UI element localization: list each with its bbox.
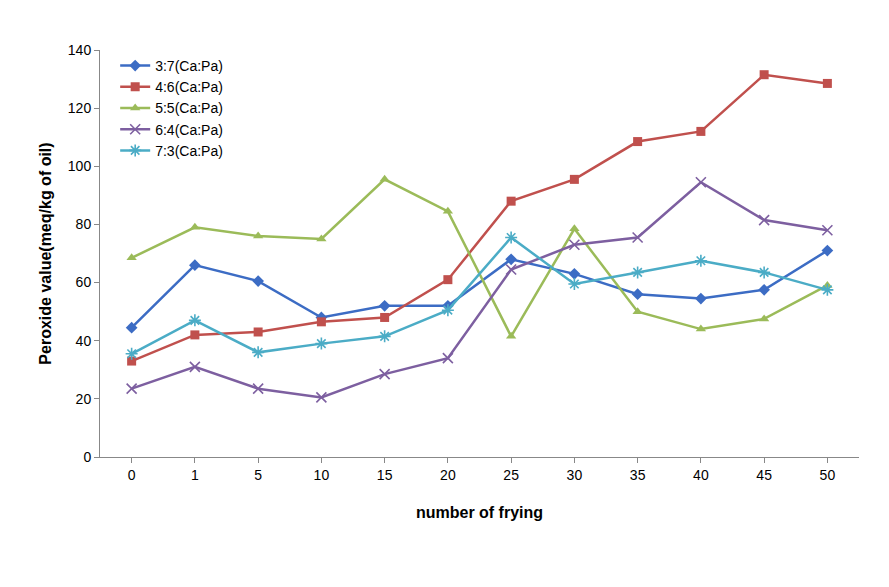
svg-text:20: 20 bbox=[76, 391, 92, 407]
svg-text:40: 40 bbox=[693, 467, 709, 483]
svg-text:5: 5 bbox=[254, 467, 262, 483]
svg-text:5:5(Ca:Pa): 5:5(Ca:Pa) bbox=[155, 100, 223, 116]
svg-text:15: 15 bbox=[377, 467, 393, 483]
svg-text:7:3(Ca:Pa): 7:3(Ca:Pa) bbox=[155, 143, 223, 159]
svg-text:6:4(Ca:Pa): 6:4(Ca:Pa) bbox=[155, 122, 223, 138]
svg-text:4:6(Ca:Pa): 4:6(Ca:Pa) bbox=[155, 79, 223, 95]
svg-text:45: 45 bbox=[756, 467, 772, 483]
svg-text:3:7(Ca:Pa): 3:7(Ca:Pa) bbox=[155, 58, 223, 74]
svg-text:50: 50 bbox=[820, 467, 836, 483]
svg-text:number of frying: number of frying bbox=[416, 504, 543, 521]
svg-text:0: 0 bbox=[128, 467, 136, 483]
svg-text:Peroxide value(meq/kg of oil): Peroxide value(meq/kg of oil) bbox=[37, 142, 54, 364]
svg-text:10: 10 bbox=[314, 467, 330, 483]
svg-text:100: 100 bbox=[68, 158, 92, 174]
svg-text:60: 60 bbox=[76, 274, 92, 290]
svg-text:140: 140 bbox=[68, 42, 92, 58]
svg-text:1: 1 bbox=[191, 467, 199, 483]
svg-text:20: 20 bbox=[440, 467, 456, 483]
svg-text:35: 35 bbox=[630, 467, 646, 483]
svg-text:25: 25 bbox=[503, 467, 519, 483]
svg-text:40: 40 bbox=[76, 333, 92, 349]
svg-text:80: 80 bbox=[76, 216, 92, 232]
svg-text:30: 30 bbox=[567, 467, 583, 483]
svg-text:120: 120 bbox=[68, 100, 92, 116]
svg-text:0: 0 bbox=[83, 449, 91, 465]
